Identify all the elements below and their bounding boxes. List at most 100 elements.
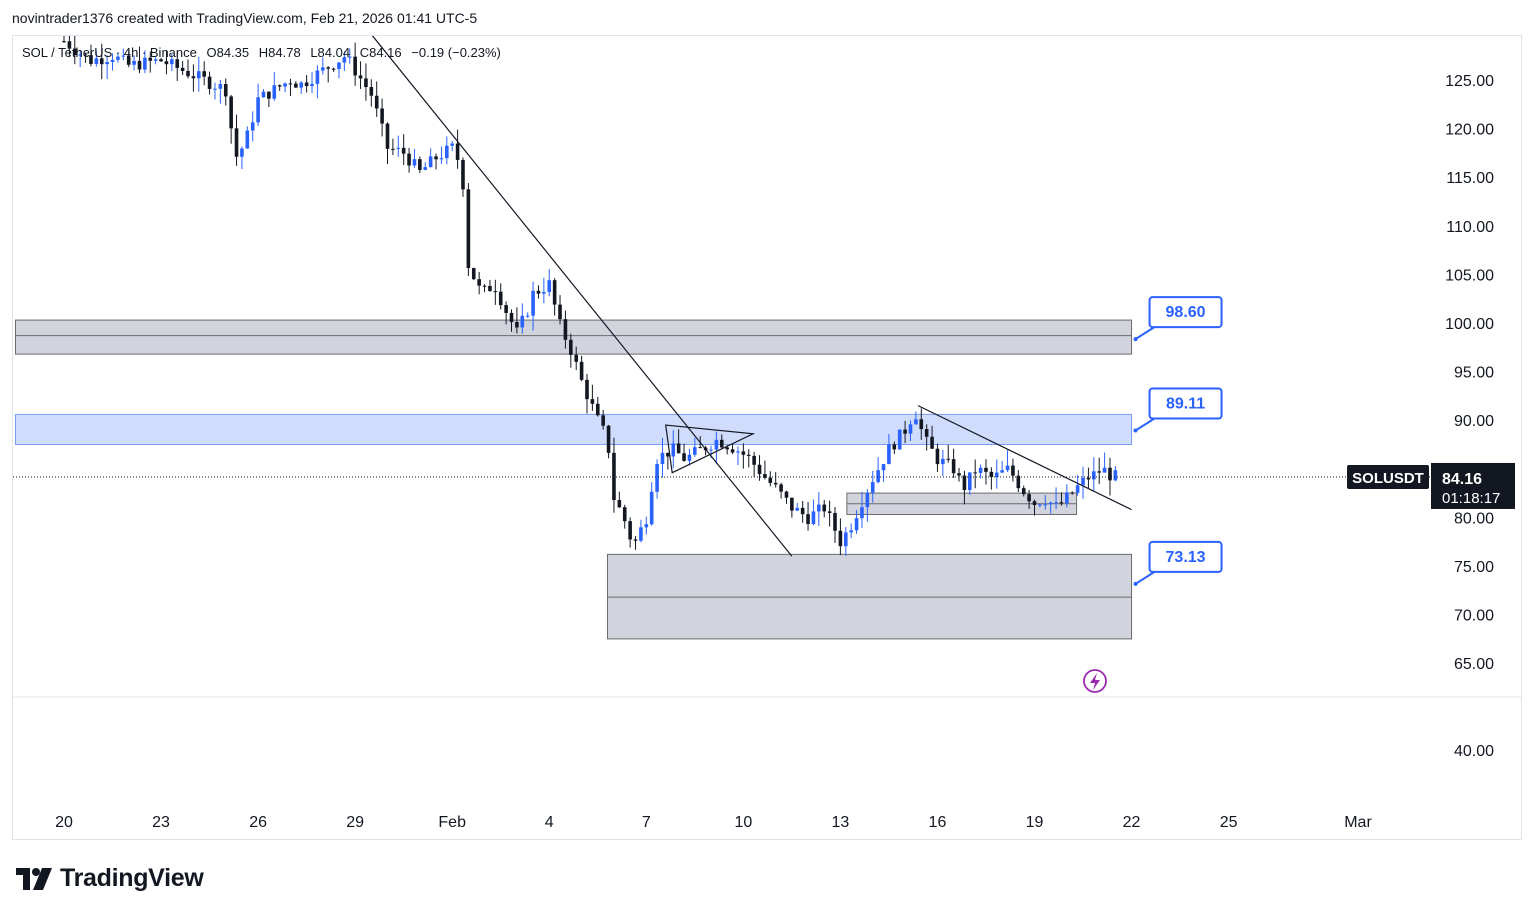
candle-body [1092,471,1096,480]
candle-body [498,291,503,306]
candle-body [542,291,546,294]
candle-body [310,83,314,87]
candle-body [978,467,983,473]
candle-body [94,58,99,64]
candle-body [67,41,72,49]
candle-body [347,56,352,58]
candle-body [455,143,460,160]
candle-body [175,59,180,68]
candle-body [477,279,481,286]
candle-body [1021,488,1026,495]
candle-body [99,58,104,65]
candle-body [277,85,282,87]
legend-symbol[interactable]: SOL / TetherUS · 4h · Binance [22,45,197,60]
candle-body [714,439,719,450]
candle-body [827,511,832,513]
y-tick-label: 40.00 [1454,743,1494,760]
candle-body [520,315,525,328]
x-tick-label: 16 [929,814,947,831]
y-tick-label: 100.00 [1445,316,1494,333]
candle-body [989,471,994,478]
candle-body [1081,477,1085,486]
candle-body [1097,471,1101,473]
x-tick-label: Mar [1344,814,1372,831]
candle-body [644,524,649,528]
callout-label: 89.11 [1166,396,1205,413]
candle-body [434,156,438,160]
chart-frame[interactable] [12,35,1522,840]
candle-body [418,159,422,170]
candle-body [509,312,514,323]
candle-body [590,399,595,404]
candle-body [552,280,557,305]
candle-body [62,41,66,43]
candle-body [887,444,891,465]
candle-body [773,482,778,485]
candle-body [547,280,552,292]
candle-body [412,159,417,166]
candle-body [229,96,233,129]
candle-body [304,82,309,87]
candle-body [450,143,454,146]
candle-body [682,453,686,461]
candle-body [396,147,401,149]
candle-body [1048,502,1053,505]
y-tick-label: 105.00 [1445,267,1494,284]
candle-body [337,62,341,70]
candle-body [218,84,223,89]
candle-body [558,304,562,320]
candle-body [698,447,703,449]
candle-body [137,60,142,70]
tradingview-logo[interactable]: TradingView [16,864,204,893]
callout-box [1148,540,1223,573]
y-tick-label: 65.00 [1454,656,1494,673]
x-tick-label: 13 [832,814,850,831]
y-tick-label: 70.00 [1454,608,1494,625]
candle-body [369,87,374,96]
x-tick-label: 22 [1123,814,1141,831]
candle-body [213,88,217,90]
triangle-pattern [665,424,756,474]
candle-body [881,464,886,471]
candle-body [407,153,411,166]
candle-body [649,491,654,525]
candle-body [736,451,740,453]
candle-body [585,379,589,400]
candle-body [612,452,616,501]
candle-body [78,54,82,56]
candle-body [1043,504,1048,506]
candle-body [628,521,632,540]
candle-body [245,130,250,149]
candle-body [439,158,444,160]
candle-body [579,361,584,380]
candle-body [461,159,465,190]
candle-body [445,145,449,159]
candle-body [779,484,783,492]
candle-body [903,429,907,434]
y-tick-label: 75.00 [1454,559,1494,576]
candle-body [984,467,988,472]
candle-body [757,464,762,475]
candle-body [784,491,789,498]
candle-body [924,429,929,437]
candle-body [935,448,940,465]
candle-body [693,447,697,455]
candle-body [191,76,196,79]
legend-change: −0.19 (−0.23%) [411,45,501,60]
candle-body [617,500,622,508]
last-price-badge: 84.16 01:18:17 [1431,462,1515,509]
candle-body [725,447,729,450]
candle-body [687,454,692,461]
y-tick-label: 115.00 [1446,170,1494,187]
candle-body [364,78,368,88]
candle-body [860,507,864,519]
candle-body [153,59,158,61]
candle-body [951,459,956,474]
candle-body [666,452,670,457]
candle-body [164,61,169,65]
x-tick-label: 26 [249,814,267,831]
callout-anchor [1133,337,1138,342]
candle-body [730,449,735,453]
price-badge-value: 84.16 [1442,471,1482,488]
